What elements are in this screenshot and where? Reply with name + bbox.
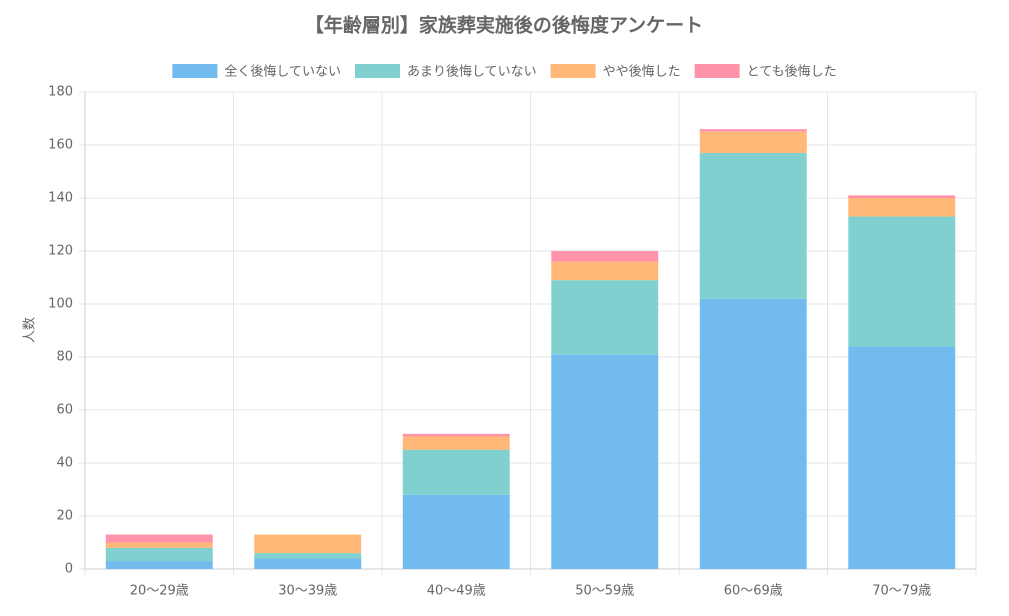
chart-title: 【年齢層別】家族葬実施後の後悔度アンケート — [305, 14, 703, 37]
bar-segment — [699, 129, 807, 132]
legend-swatch — [355, 64, 401, 78]
legend-label: とても後悔した — [747, 65, 837, 80]
bar-segment — [848, 216, 956, 347]
y-tick-label: 160 — [48, 138, 73, 153]
bar-segment — [699, 152, 807, 299]
legend-label: やや後悔した — [603, 65, 681, 80]
y-axis-label: 人数 — [23, 317, 38, 343]
y-tick-label: 20 — [56, 509, 73, 524]
bar-segment — [699, 298, 807, 569]
bar-segment — [551, 280, 659, 355]
bar-segment — [105, 542, 213, 548]
x-tick-label: 30〜39歳 — [278, 584, 337, 599]
bar-segment — [402, 494, 510, 569]
legend: 全く後悔していない あまり後悔していない やや後悔した とても後悔した — [172, 64, 837, 80]
legend-label: 全く後悔していない — [224, 64, 341, 80]
y-tick-label: 0 — [65, 562, 73, 577]
bar-segment — [105, 534, 213, 543]
bar-segment — [254, 553, 362, 559]
bar-segment — [551, 251, 659, 262]
bar-segment — [105, 561, 213, 569]
bar-segment — [402, 433, 510, 437]
bar-segment — [402, 449, 510, 495]
bar-segment — [551, 261, 659, 281]
y-tick-label: 120 — [48, 244, 73, 259]
y-tick-label: 140 — [48, 191, 73, 206]
x-tick-label: 70〜79歳 — [872, 584, 931, 599]
bar-segment — [699, 131, 807, 153]
legend-label: あまり後悔していない — [407, 65, 537, 80]
legend-swatch — [172, 64, 218, 78]
bar-segment — [402, 436, 510, 450]
bar-segment — [254, 558, 362, 569]
legend-swatch — [694, 64, 740, 78]
bar-segment — [551, 354, 659, 569]
x-tick-label: 60〜69歳 — [724, 584, 783, 599]
bar-segment — [848, 346, 956, 569]
x-tick-label: 40〜49歳 — [427, 584, 486, 599]
x-tick-label: 20〜29歳 — [130, 584, 189, 599]
y-tick-label: 60 — [56, 403, 73, 418]
bar-segment — [105, 547, 213, 562]
y-tick-label: 80 — [56, 350, 73, 365]
y-tick-label: 40 — [56, 456, 73, 471]
bar-segment — [254, 534, 362, 554]
y-tick-label: 100 — [48, 297, 73, 312]
bar-segment — [848, 195, 956, 198]
y-tick-label: 180 — [48, 85, 73, 100]
legend-swatch — [550, 64, 596, 78]
bar-segment — [848, 198, 956, 217]
x-tick-label: 50〜59歳 — [575, 584, 634, 599]
